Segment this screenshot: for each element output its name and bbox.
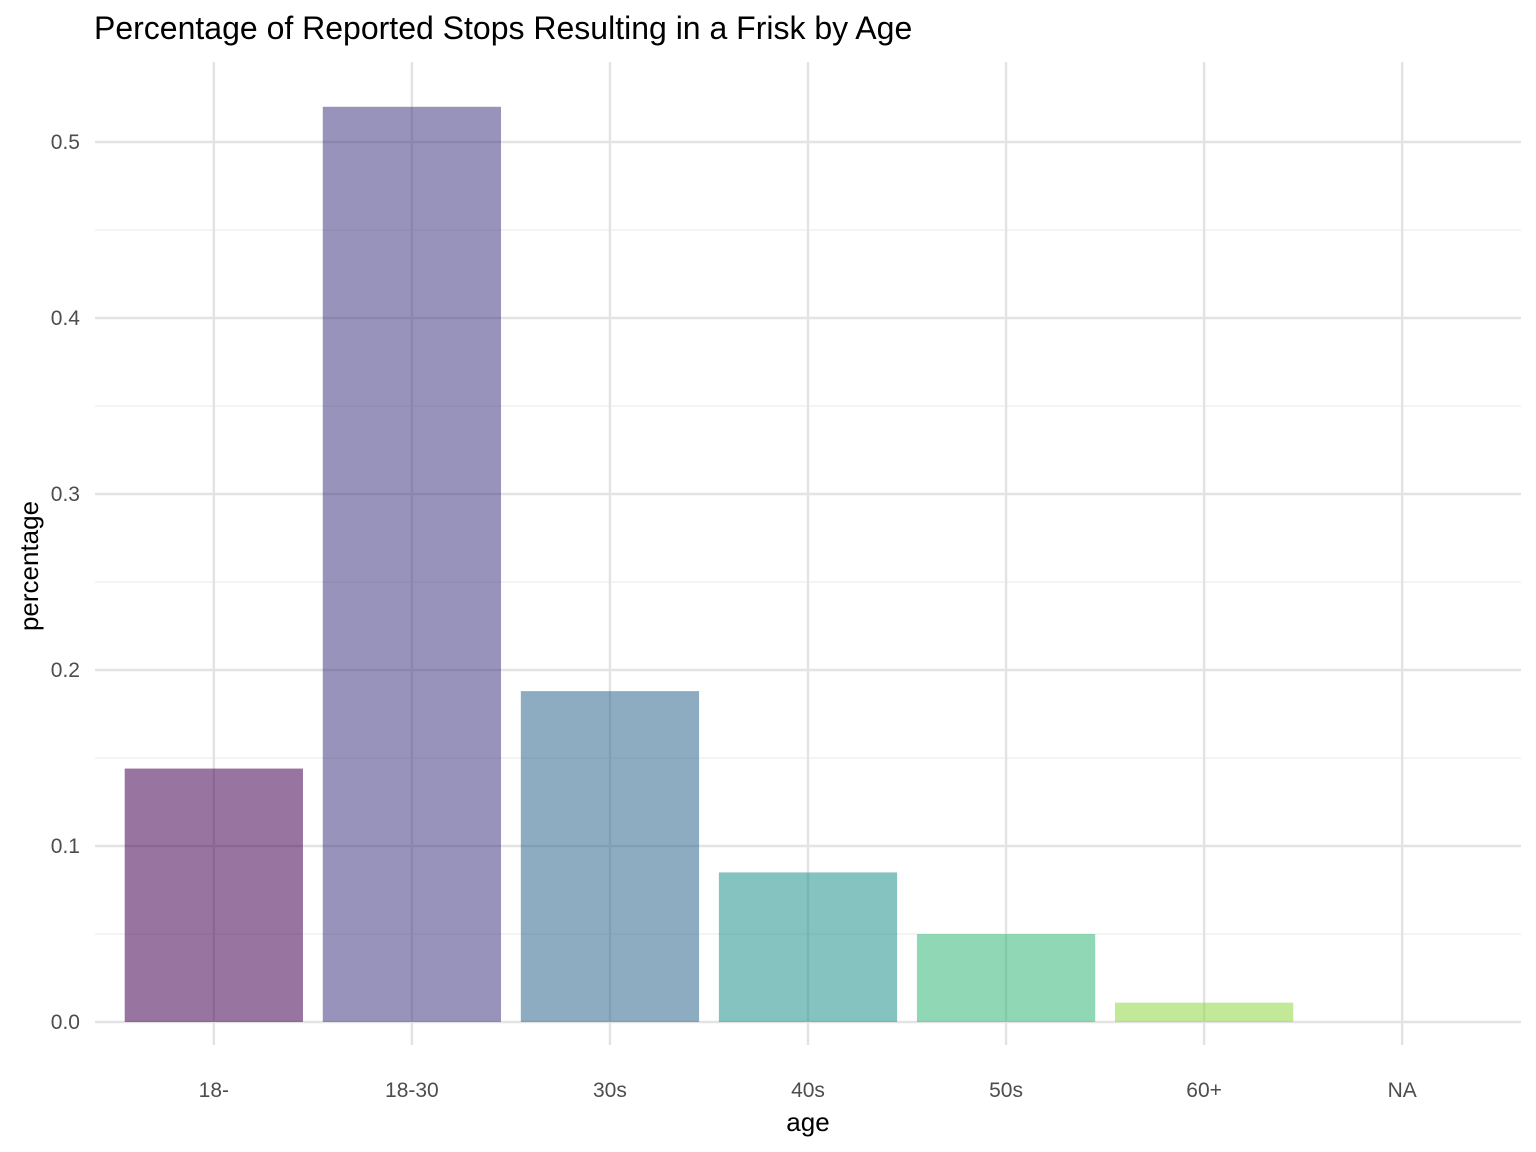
bar-40s bbox=[718, 872, 898, 1022]
x-tick-label: 18- bbox=[199, 1079, 229, 1102]
y-axis-title: percentage bbox=[14, 501, 44, 631]
x-tick-label: NA bbox=[1388, 1079, 1417, 1102]
y-tick-label: 0.2 bbox=[51, 659, 80, 682]
bar-18- bbox=[124, 768, 303, 1022]
x-axis-title: age bbox=[786, 1107, 829, 1137]
chart-title: Percentage of Reported Stops Resulting i… bbox=[94, 10, 912, 46]
y-axis-ticks: 0.0 0.1 0.2 0.3 0.4 0.5 bbox=[51, 131, 81, 1034]
y-tick-label: 0.0 bbox=[51, 1011, 80, 1034]
x-tick-label: 40s bbox=[791, 1079, 825, 1102]
y-tick-label: 0.4 bbox=[51, 307, 81, 330]
bar-50s bbox=[916, 934, 1096, 1022]
bars bbox=[124, 106, 1294, 1023]
x-axis-ticks: 18- 18-30 30s 40s 50s 60+ NA bbox=[199, 1079, 1417, 1102]
y-tick-label: 0.1 bbox=[51, 835, 80, 858]
x-tick-label: 50s bbox=[989, 1079, 1023, 1102]
x-tick-label: 30s bbox=[593, 1079, 627, 1102]
x-tick-label: 18-30 bbox=[385, 1079, 439, 1102]
x-tick-label: 60+ bbox=[1186, 1079, 1222, 1102]
bar-60+ bbox=[1114, 1002, 1294, 1022]
y-tick-label: 0.3 bbox=[51, 483, 80, 506]
bar-18-30 bbox=[322, 106, 502, 1023]
y-tick-label: 0.5 bbox=[51, 131, 80, 154]
bar-30s bbox=[520, 691, 700, 1022]
